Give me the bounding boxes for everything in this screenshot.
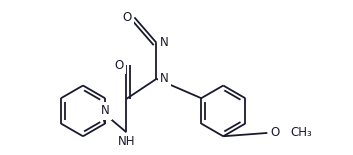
Text: O: O xyxy=(270,126,279,140)
Text: O: O xyxy=(122,11,132,24)
Text: O: O xyxy=(114,59,124,72)
Text: N: N xyxy=(101,104,109,117)
Text: N: N xyxy=(160,72,168,85)
Text: N: N xyxy=(160,36,168,49)
Text: NH: NH xyxy=(118,135,135,148)
Text: CH₃: CH₃ xyxy=(290,126,312,140)
